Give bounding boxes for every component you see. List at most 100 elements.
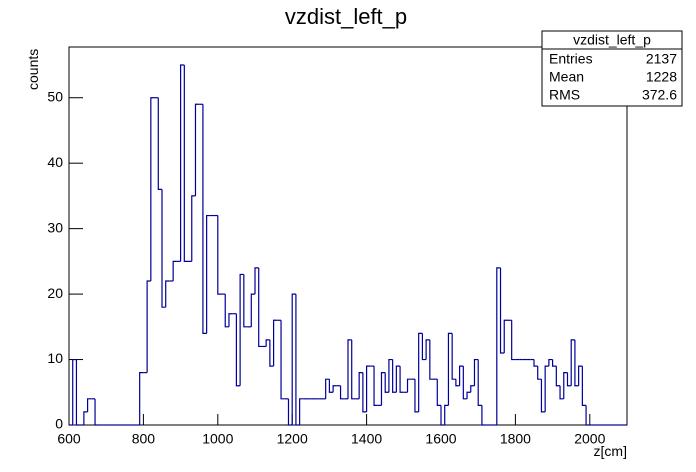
histogram-bin [444, 404, 449, 425]
histogram-bin [451, 333, 456, 380]
histogram-bin [574, 339, 579, 387]
histogram-bin [559, 385, 564, 400]
histogram-bin [392, 359, 397, 393]
histogram-bin [563, 372, 568, 399]
histogram-bin [395, 365, 401, 393]
y-tick-label: 30 [47, 219, 63, 235]
stats-frame [541, 30, 683, 107]
histogram-bin [466, 391, 471, 399]
histogram-bin [239, 273, 244, 386]
histogram-bin [429, 339, 434, 380]
histogram-bin [406, 378, 412, 393]
y-tick-label: 50 [47, 88, 63, 104]
histogram-bin [295, 294, 300, 426]
histogram-bin [566, 372, 572, 387]
histogram-bin [380, 372, 386, 406]
histogram-bin [254, 267, 259, 295]
histogram-bin [477, 359, 482, 406]
histogram-bin [287, 398, 293, 426]
histogram-bin [75, 359, 81, 426]
y-tick-label: 10 [47, 350, 63, 366]
histogram-bin [459, 365, 464, 386]
histogram-bin [421, 333, 427, 361]
stats-value: 2137 [646, 51, 677, 67]
histogram-bin [325, 378, 330, 399]
histogram-bin [157, 97, 162, 190]
histogram-bin [224, 294, 229, 328]
histogram-bin [228, 313, 233, 327]
histogram-bin [191, 195, 196, 262]
x-tick-label: 1800 [500, 431, 531, 447]
stats-box: vzdist_left_p Entries 2137 Mean 1228 RMS… [541, 30, 683, 107]
histogram-bin [265, 339, 270, 347]
plot-frame [68, 46, 628, 426]
histogram-bin [194, 103, 200, 196]
histogram-bin [555, 366, 561, 387]
y-tick-label: 20 [47, 285, 63, 301]
histogram-bin [388, 358, 393, 393]
histogram-bin [299, 398, 304, 425]
x-tick-label: 1400 [351, 431, 382, 447]
histogram-bin [180, 64, 185, 262]
histogram-bin [578, 365, 583, 386]
histogram-bin [533, 359, 538, 367]
histogram-bin [351, 339, 356, 400]
histogram-bin [280, 320, 285, 400]
histogram-bin [146, 280, 151, 373]
histogram-bin [87, 398, 92, 412]
histogram-bin [373, 366, 378, 406]
stats-label: Entries [549, 51, 593, 67]
histogram-bin [183, 65, 189, 262]
histogram-bin [165, 280, 170, 308]
histogram-bin [462, 366, 468, 400]
histogram-bin [328, 379, 334, 393]
histogram-bin [139, 372, 144, 425]
histogram-bin [436, 379, 441, 406]
histogram-bin [172, 260, 177, 281]
histogram-bin [94, 398, 99, 426]
x-tick-label: 1200 [277, 431, 308, 447]
histogram-bin [399, 366, 404, 393]
histogram-bin [250, 293, 255, 327]
histogram-bin [511, 320, 516, 361]
stats-value: 372.6 [642, 87, 677, 103]
stats-label: RMS [549, 87, 580, 103]
x-tick-label: 1600 [425, 431, 456, 447]
histogram-bin [150, 97, 155, 281]
histogram-bin [544, 365, 549, 412]
x-tick-label: 600 [57, 431, 81, 447]
histogram-bin [362, 372, 367, 413]
histogram-bin [496, 267, 501, 425]
histogram-bin [202, 104, 207, 334]
histogram-bin [235, 313, 241, 387]
histogram-bin [455, 379, 460, 387]
x-tick-label: 2000 [574, 431, 605, 447]
histogram-bin [217, 215, 222, 295]
histogram-bin [83, 411, 88, 425]
histogram-bin [206, 214, 211, 334]
histogram-bin [440, 405, 445, 426]
histogram-bin [425, 339, 430, 360]
histogram-bin [161, 189, 166, 308]
histogram-bin [273, 319, 278, 367]
histogram-bin [366, 365, 371, 412]
histogram-bin [503, 319, 508, 353]
histogram-bin [291, 293, 296, 425]
histogram-bin [548, 358, 553, 367]
stats-value: 1228 [646, 69, 677, 85]
histogram-bin [499, 267, 505, 354]
histogram-bin [332, 385, 337, 393]
histogram-bin [552, 359, 557, 367]
chart-title: vzdist_left_p [285, 4, 407, 29]
histogram-bin [470, 385, 475, 393]
y-axis-label: counts [25, 49, 41, 90]
histogram-bin [581, 366, 587, 406]
histogram-bin [269, 339, 274, 367]
histogram-bin [537, 366, 542, 380]
histogram-bin [243, 274, 248, 328]
x-tick-label: 1000 [202, 431, 233, 447]
histogram-bin [585, 405, 590, 426]
histogram-bin [570, 339, 575, 386]
histogram-bin [481, 405, 486, 426]
